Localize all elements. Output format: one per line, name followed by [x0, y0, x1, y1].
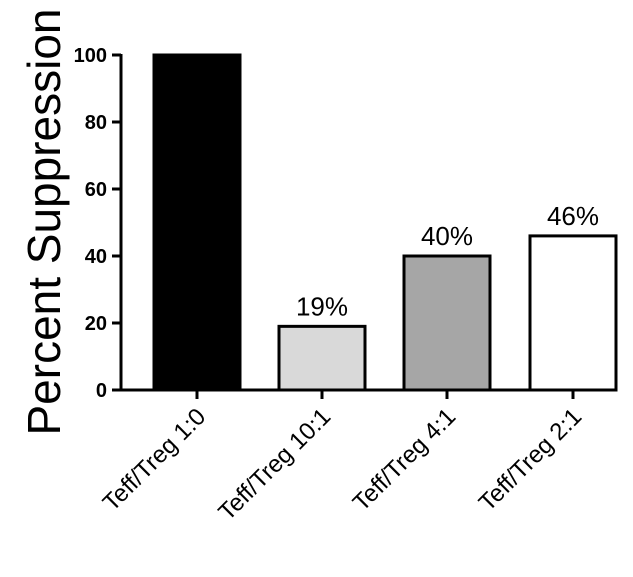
- data-label-2: 19%: [296, 291, 348, 321]
- bar-4: [528, 234, 618, 392]
- x-axis-ticks: Teff/Treg 1:0 Teff/Treg 10:1 Teff/Treg 4:1…: [98, 390, 587, 526]
- axes: [119, 54, 601, 392]
- bars: [152, 53, 618, 392]
- y-tick-label: 60: [85, 179, 107, 201]
- y-tick-label: 40: [85, 246, 107, 268]
- data-labels: 19% 40% 46%: [296, 201, 599, 321]
- x-tick-label: Teff/Treg 10:1: [213, 403, 336, 526]
- data-label-3: 40%: [421, 221, 473, 251]
- y-tick-label: 80: [85, 112, 107, 134]
- y-tick-label: 20: [85, 313, 107, 335]
- x-tick-label: Teff/Treg 4:1: [348, 403, 461, 516]
- y-axis-label: Percent Suppression: [18, 8, 70, 435]
- bar-1: [152, 53, 242, 392]
- y-tick-label: 0: [96, 380, 107, 402]
- x-tick-label: Teff/Treg 2:1: [474, 403, 587, 516]
- y-axis-ticks: 0 20 40 60 80 100: [74, 45, 121, 402]
- x-tick-label: Teff/Treg 1:0: [98, 403, 211, 516]
- y-tick-label: 100: [74, 45, 107, 67]
- bar-3: [402, 254, 492, 392]
- data-label-4: 46%: [547, 201, 599, 231]
- bar-2: [277, 324, 367, 392]
